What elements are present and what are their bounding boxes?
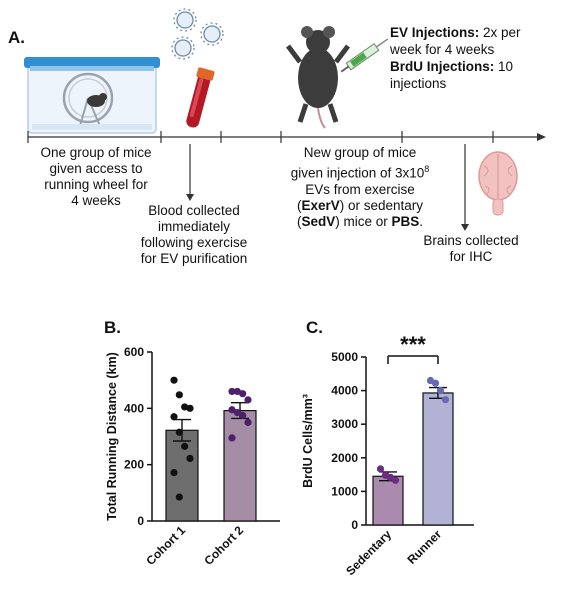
bar-sedentary	[372, 475, 404, 526]
data-point	[170, 413, 178, 421]
bar-cohort-1	[165, 429, 199, 522]
x-tick-label: Cohort 1	[143, 523, 188, 568]
data-point	[170, 468, 178, 477]
y-tick-label: 3000	[331, 417, 358, 431]
x-tick-label: Sedentary	[343, 527, 394, 578]
running-distance-chart: 0 200 400 600 Total Running Distance (km) Coh…	[105, 345, 280, 568]
x-tick-label: Runner	[405, 527, 445, 567]
data-point	[186, 404, 194, 412]
syringe-icon	[340, 38, 389, 73]
data-point	[376, 465, 385, 473]
data-point	[239, 390, 247, 398]
mouse-cage-icon	[24, 57, 160, 134]
significance-label: ***	[400, 332, 426, 357]
brdu-cells-chart: 0 1000 2000 3000 4000 5000 BrdU Cells/mm³ Seden…	[301, 332, 474, 578]
y-tick-label: 200	[124, 458, 144, 472]
data-point	[228, 406, 236, 414]
step-blood-collected: Blood collected immediately following ex…	[140, 203, 248, 266]
y-tick-label: 2000	[331, 451, 358, 465]
y-axis-label: Total Running Distance (km)	[105, 352, 119, 521]
data-point	[186, 454, 194, 463]
ev-particles-icon	[171, 8, 224, 60]
data-point	[244, 396, 252, 404]
y-axis-label: BrdU Cells/mm³	[301, 394, 315, 488]
brdu-injection-text: 10 injections	[390, 59, 514, 91]
timeline-axis	[27, 131, 546, 231]
timeline-illustration	[24, 8, 546, 231]
data-point	[436, 387, 445, 395]
y-tick-label: 0	[351, 518, 358, 532]
y-tick-label: 0	[137, 514, 144, 528]
data-point	[175, 493, 183, 501]
injection-schedule: EV Injections: 2x per week for 4 weeks B…	[390, 24, 550, 92]
step-ev-injection: New group of mice given injection of 3x1…	[290, 145, 430, 229]
step-running-wheel: One group of mice given access to runnin…	[40, 145, 152, 208]
data-point	[175, 428, 183, 436]
data-point	[431, 379, 440, 387]
data-point	[228, 387, 236, 396]
step-brains-collected: Brains collected for IHC	[423, 233, 519, 264]
y-tick-label: 5000	[331, 350, 358, 364]
bar-runner	[422, 392, 454, 526]
panel-a-label: A.	[8, 28, 25, 47]
y-tick-label: 400	[124, 401, 144, 415]
panel-b-label: B.	[104, 318, 121, 337]
ev-injection-text: 2x per week for 4 weeks	[390, 25, 521, 57]
x-tick-label: Cohort 2	[201, 523, 246, 568]
y-tick-label: 4000	[331, 384, 358, 398]
data-point	[239, 411, 247, 419]
mouse-icon	[286, 26, 350, 129]
data-point	[391, 476, 400, 484]
bar-cohort-2	[223, 409, 257, 522]
data-point	[244, 418, 252, 427]
panel-c-label: C.	[306, 318, 323, 337]
data-point	[181, 442, 189, 450]
data-point	[175, 391, 183, 399]
data-point	[441, 396, 450, 404]
data-point	[233, 408, 241, 417]
brdu-injection-label: BrdU Injections:	[390, 59, 495, 74]
blood-tube-icon	[186, 67, 215, 128]
ev-injection-label: EV Injections:	[390, 25, 480, 40]
brain-icon	[478, 151, 518, 216]
y-tick-label: 1000	[331, 484, 358, 498]
y-tick-label: 600	[124, 345, 144, 359]
data-point	[170, 376, 178, 384]
data-point	[228, 434, 236, 442]
